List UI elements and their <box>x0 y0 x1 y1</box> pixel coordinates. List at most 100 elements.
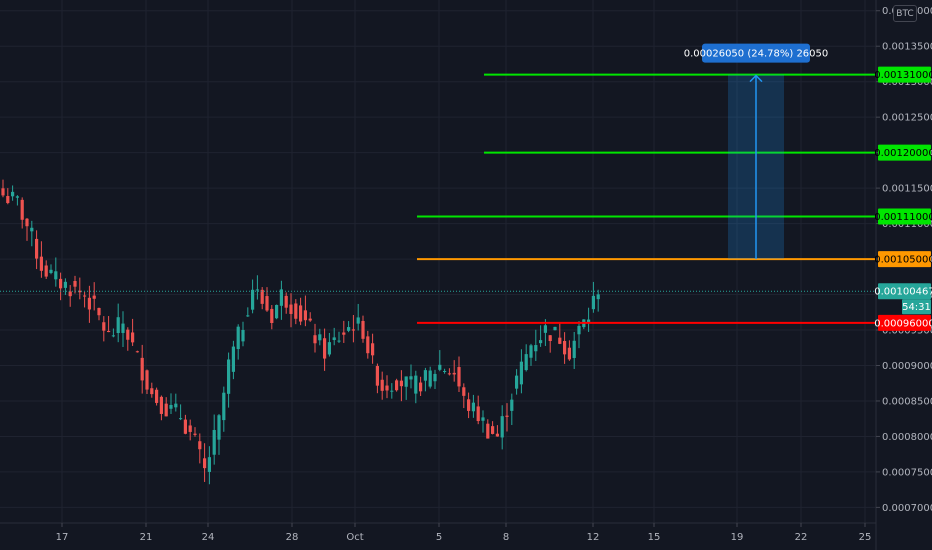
level-price-tag[interactable]: 0.00105000 <box>874 251 932 268</box>
level-price-tag-bg <box>878 251 931 268</box>
candle-body <box>505 415 509 417</box>
candle <box>251 279 255 314</box>
candle-body <box>534 345 538 352</box>
candle <box>97 307 101 321</box>
candle-body <box>361 320 365 339</box>
candle-body <box>500 416 504 438</box>
candle <box>356 303 360 331</box>
candle <box>419 376 423 397</box>
candle-body <box>203 458 207 469</box>
time-tick-label: 24 <box>202 532 215 543</box>
time-tick-label: 22 <box>795 532 808 543</box>
price-tick-label: 0.00075000 <box>882 467 932 478</box>
candle-body <box>6 196 10 204</box>
candle-body <box>467 399 471 411</box>
candle <box>524 344 528 372</box>
candle <box>83 291 87 308</box>
time-tick-label: 8 <box>503 532 509 543</box>
candle-body <box>491 426 495 434</box>
candle <box>572 331 576 369</box>
candle-body <box>371 343 375 356</box>
time-axis: 17 21 24 28 Oct 5 8 12 15 19 22 25 <box>0 522 876 543</box>
candle-body <box>140 357 144 381</box>
level-price-tag[interactable]: 0.00096000 <box>874 314 932 331</box>
countdown-tag-label: 54:31 <box>902 302 931 313</box>
candle <box>135 350 139 353</box>
candle <box>39 241 43 278</box>
candle <box>371 333 375 364</box>
candle-body <box>419 382 423 392</box>
candle-body <box>404 376 408 387</box>
candle <box>447 368 451 376</box>
candle <box>515 369 519 395</box>
candle-body <box>591 295 595 310</box>
candle <box>25 217 29 241</box>
candle-body <box>476 406 480 422</box>
level-price-tag-label: 0.00120000 <box>874 148 932 159</box>
candle <box>399 370 403 402</box>
level-price-tag[interactable]: 0.00120000 <box>874 144 932 161</box>
candle-body <box>227 359 231 394</box>
candle <box>207 446 211 485</box>
candle <box>159 395 163 421</box>
candle <box>327 333 331 357</box>
candle <box>457 356 461 392</box>
candle-body <box>39 256 43 271</box>
candle-series <box>1 179 600 485</box>
candle-body <box>179 418 183 420</box>
candle-body <box>318 334 322 341</box>
candle-body <box>510 399 514 411</box>
candle <box>11 185 15 201</box>
candle <box>323 328 327 371</box>
candle <box>510 393 514 426</box>
candle <box>198 433 202 464</box>
candle <box>217 414 221 455</box>
currency-badge[interactable]: BTC <box>893 5 917 22</box>
candle-body <box>447 373 451 375</box>
candle <box>49 264 53 275</box>
candle-body <box>246 315 250 317</box>
candle-body <box>587 319 591 323</box>
measure-label: 0.00026050 (24.78%) 26050 <box>684 49 829 60</box>
candle-body <box>25 218 29 227</box>
candle-body <box>390 390 394 392</box>
candle-body <box>284 295 288 308</box>
candle-body <box>260 289 264 304</box>
price-tick-label: 0.00115000 <box>882 184 932 195</box>
candle <box>351 314 355 343</box>
candle-body <box>428 370 432 387</box>
price-range-measure: 0.00026050 (24.78%) 26050 <box>684 43 829 260</box>
candle <box>54 257 58 287</box>
candle <box>246 307 250 317</box>
price-tick-label: 0.00090000 <box>882 361 932 372</box>
candle-body <box>155 389 159 403</box>
candle <box>519 349 523 394</box>
candle-body <box>313 335 317 344</box>
candle-body <box>49 269 53 273</box>
candle <box>596 289 600 312</box>
price-tick-label: 0.00095000 <box>882 326 932 337</box>
candle-body <box>443 370 447 372</box>
candle <box>179 404 183 421</box>
candle <box>68 285 72 307</box>
candle <box>347 321 351 333</box>
candle <box>131 318 135 346</box>
candle-body <box>515 375 519 389</box>
candle-body <box>63 281 67 288</box>
candle <box>452 360 456 382</box>
level-price-tag[interactable]: 0.00111000 <box>874 208 932 225</box>
candle-body <box>399 380 403 387</box>
last-price-tag-label: 0.00100467 <box>874 287 932 298</box>
candle <box>587 307 591 332</box>
candle-body <box>159 396 163 414</box>
time-tick-label: 25 <box>859 532 872 543</box>
candle <box>212 414 216 465</box>
level-price-tag-label: 0.00131000 <box>874 70 932 81</box>
candle <box>150 382 154 398</box>
candle <box>375 363 379 394</box>
candle-body <box>558 337 562 344</box>
level-price-tag[interactable]: 0.00131000 <box>874 66 932 83</box>
candle-body <box>270 308 274 323</box>
time-tick-label: 28 <box>286 532 299 543</box>
